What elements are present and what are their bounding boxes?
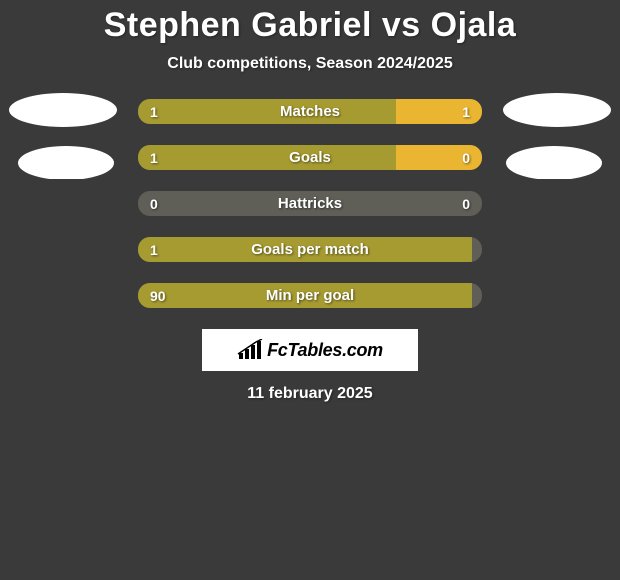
stat-bar: 90 Min per goal xyxy=(138,283,482,308)
logo-text: FcTables.com xyxy=(267,340,383,361)
stat-bar-text: 1 Matches 1 xyxy=(138,99,482,124)
stat-label: Min per goal xyxy=(266,287,354,304)
stat-value-left: 1 xyxy=(150,104,158,120)
date-text: 11 february 2025 xyxy=(0,385,620,403)
stat-row: 1 Goals per match xyxy=(0,237,620,262)
player-silhouette-right xyxy=(498,93,616,179)
stat-bar: 1 Matches 1 xyxy=(138,99,482,124)
stat-row: 0 Hattricks 0 xyxy=(0,191,620,216)
stat-bar-text: 1 Goals per match xyxy=(138,237,482,262)
stat-label: Hattricks xyxy=(278,195,342,212)
stat-label: Goals xyxy=(289,149,331,166)
comparison-card: Stephen Gabriel vs Ojala Club competitio… xyxy=(0,0,620,403)
silhouette-body xyxy=(18,146,114,179)
silhouette-body xyxy=(506,146,602,179)
stat-row: 90 Min per goal xyxy=(0,283,620,308)
logo-box[interactable]: FcTables.com xyxy=(202,329,418,371)
stat-value-left: 0 xyxy=(150,196,158,212)
page-title: Stephen Gabriel vs Ojala xyxy=(0,6,620,45)
stat-label: Goals per match xyxy=(251,241,369,258)
silhouette-head xyxy=(9,93,117,127)
stat-bar-text: 90 Min per goal xyxy=(138,283,482,308)
stat-value-left: 90 xyxy=(150,288,166,304)
stats-block: 1 Matches 1 1 Goals 0 0 Hattricks 0 1 Goals per ma… xyxy=(0,99,620,308)
stat-label: Matches xyxy=(280,103,340,120)
subtitle: Club competitions, Season 2024/2025 xyxy=(0,55,620,73)
bar-chart-icon xyxy=(237,339,263,361)
stat-value-right: 0 xyxy=(462,196,470,212)
stat-value-right: 0 xyxy=(462,150,470,166)
silhouette-head xyxy=(503,93,611,127)
player-silhouette-left xyxy=(4,93,122,179)
stat-value-left: 1 xyxy=(150,242,158,258)
stat-bar: 0 Hattricks 0 xyxy=(138,191,482,216)
stat-value-left: 1 xyxy=(150,150,158,166)
stat-bar: 1 Goals 0 xyxy=(138,145,482,170)
stat-value-right: 1 xyxy=(462,104,470,120)
stat-bar-text: 0 Hattricks 0 xyxy=(138,191,482,216)
stat-bar: 1 Goals per match xyxy=(138,237,482,262)
stat-bar-text: 1 Goals 0 xyxy=(138,145,482,170)
